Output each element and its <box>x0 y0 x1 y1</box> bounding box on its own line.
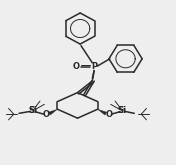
Text: Si: Si <box>118 106 127 115</box>
Text: Si: Si <box>29 106 37 115</box>
Text: Si: Si <box>118 106 127 115</box>
Text: O: O <box>73 63 80 71</box>
Text: O: O <box>105 110 112 119</box>
Polygon shape <box>98 109 107 115</box>
Text: P: P <box>91 63 97 71</box>
Text: O: O <box>43 110 50 119</box>
Polygon shape <box>48 109 57 115</box>
Text: Si: Si <box>29 106 37 115</box>
